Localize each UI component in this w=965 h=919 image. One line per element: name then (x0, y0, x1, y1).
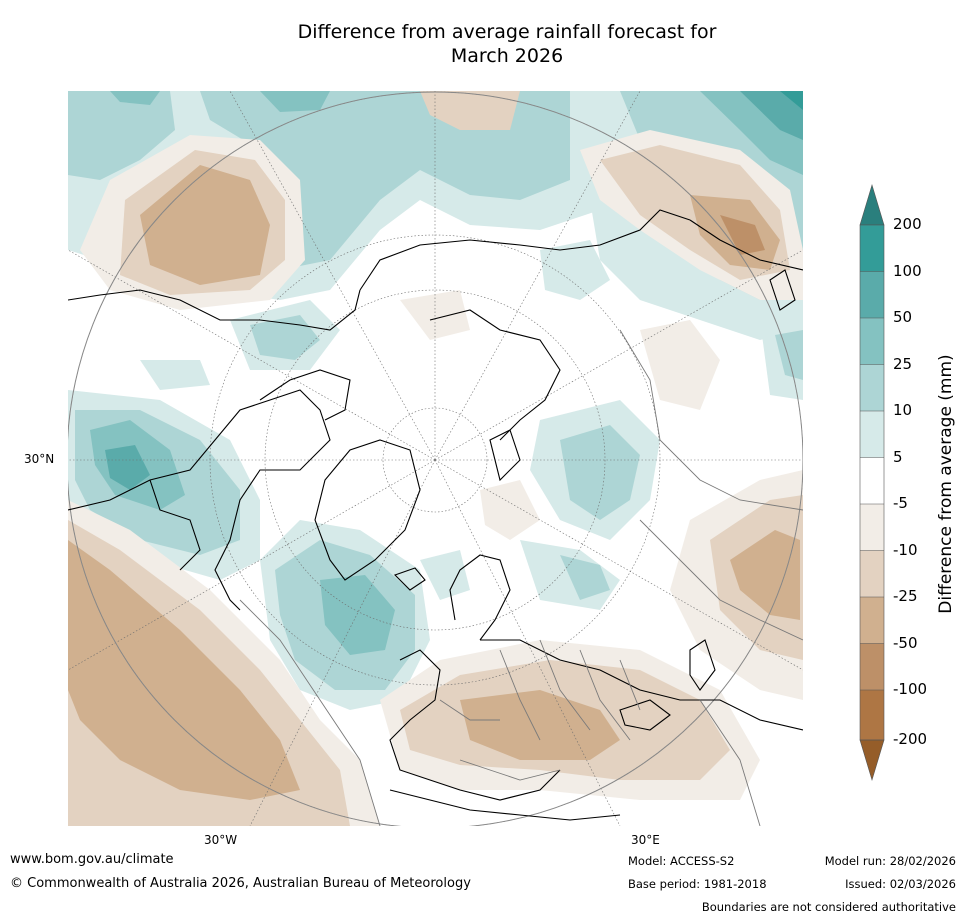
colorbar-tick-2: 50 (893, 308, 913, 326)
colorbar-tick-7: -10 (893, 540, 918, 559)
colorbar-band-m25-m50 (860, 597, 884, 644)
colorbar-tick-0: 200 (893, 215, 922, 233)
footer-issued: Issued: 02/03/2026 (845, 877, 956, 891)
colorbar-band-m5-m10 (860, 504, 884, 551)
colorbar (859, 183, 885, 782)
colorbar-band-5-m5 (860, 457, 884, 504)
footer-disclaimer: Boundaries are not considered authoritat… (701, 900, 956, 914)
label-30w: 30°W (204, 833, 238, 847)
colorbar-band-25-10 (860, 364, 884, 411)
label-30n: 30°N (24, 452, 55, 466)
footer-copyright: © Commonwealth of Australia 2026, Austra… (10, 876, 471, 891)
footer-base-period: Base period: 1981-2018 (628, 877, 767, 891)
colorbar-title: Difference from average (mm) (936, 354, 956, 614)
colorbar-tick-10: -100 (893, 680, 928, 698)
graticule-circle-30n (68, 91, 803, 826)
colorbar-band-m10-m25 (860, 550, 884, 597)
colorbar-tick-3: 25 (893, 354, 913, 373)
colorbar-tick-8: -25 (893, 587, 918, 605)
colorbar-tick-9: -50 (893, 633, 918, 652)
colorbar-band-m100-m200 (860, 690, 884, 740)
colorbar-under-triangle (859, 739, 885, 782)
colorbar-band-10-5 (860, 411, 884, 458)
footer-url[interactable]: www.bom.gov.au/climate (10, 852, 174, 867)
colorbar-band-50-25 (860, 318, 884, 365)
colorbar-tick-1: 100 (893, 261, 922, 280)
footer-model-run: Model run: 28/02/2026 (824, 854, 956, 868)
colorbar-tick-11: -200 (893, 730, 928, 748)
colorbar-band-200-100 (860, 225, 884, 272)
colorbar-band-100-50 (860, 271, 884, 318)
map-title: Difference from average rainfall forecas… (0, 20, 965, 68)
colorbar-over-triangle (859, 183, 885, 226)
footer-model: Model: ACCESS-S2 (628, 854, 735, 868)
coastlines (68, 209, 803, 821)
title-line-1: Difference from average rainfall forecas… (297, 21, 717, 43)
label-30e: 30°E (631, 833, 660, 847)
colorbar-tick-6: -5 (893, 494, 908, 512)
colorbar-tick-5: 5 (893, 447, 903, 466)
country-borders (239, 329, 803, 826)
colorbar-tick-4: 10 (893, 401, 913, 419)
title-line-2: March 2026 (450, 45, 564, 67)
rainfall-anomaly-field (68, 91, 803, 826)
colorbar-band-m50-m100 (860, 643, 884, 690)
